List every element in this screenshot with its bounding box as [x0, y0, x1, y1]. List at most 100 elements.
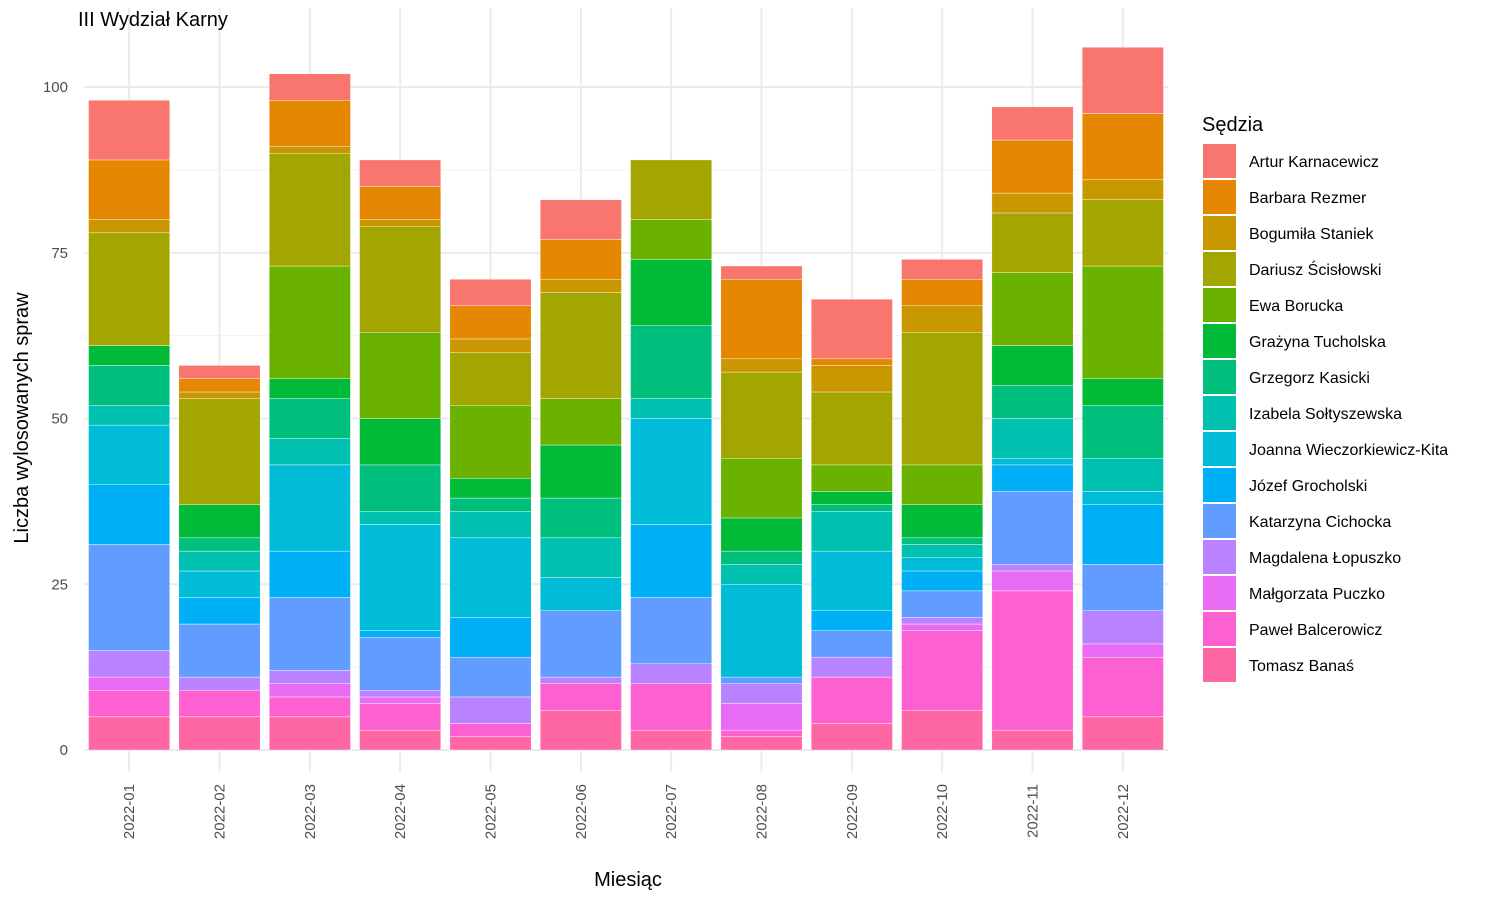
- y-tick-label: 50: [51, 411, 68, 428]
- legend-label-izabela-soltyszewska: Izabela Sołtyszewska: [1249, 406, 1402, 423]
- bar-segment-2022-07-tomasz-banas: [630, 729, 713, 751]
- x-tick-label: 2022-01: [121, 784, 138, 839]
- bar-segment-2022-03-grazyna-tucholska: [268, 378, 351, 399]
- legend: Sędzia Artur Karnacewicz Barbara Rezmer Bo…: [1202, 114, 1448, 682]
- bar-segment-2022-09-artur-karnacewicz: [810, 298, 893, 360]
- bar-segment-2022-06-bogumila-staniek: [539, 279, 622, 293]
- bar-segment-2022-03-malgorzata-puczko: [268, 683, 351, 698]
- bar-segment-2022-08-ewa-borucka: [720, 458, 803, 519]
- bar-segment-2022-11-grzegorz-kasicki: [991, 385, 1074, 419]
- bar-segment-2022-01-jozef-grocholski: [88, 484, 171, 545]
- y-tick-label: 100: [43, 79, 68, 96]
- bar-segment-2022-03-katarzyna-cichocka: [268, 597, 351, 671]
- bar-segment-2022-01-bogumila-staniek: [88, 219, 171, 234]
- legend-label-joanna-wieczorkiewicz-kita: Joanna Wieczorkiewicz-Kita: [1249, 442, 1448, 459]
- bar-segment-2022-05-ewa-borucka: [449, 405, 532, 479]
- bar-segment-2022-01-barbara-rezmer: [88, 159, 171, 220]
- bar-segment-2022-05-artur-karnacewicz: [449, 279, 532, 306]
- bar-segment-2022-12-grazyna-tucholska: [1081, 378, 1164, 406]
- bar-segment-2022-11-grazyna-tucholska: [991, 345, 1074, 386]
- bar-segment-2022-11-ewa-borucka: [991, 272, 1074, 346]
- legend-swatch-artur-karnacewicz: [1203, 144, 1236, 178]
- bar-segment-2022-11-izabela-soltyszewska: [991, 418, 1074, 459]
- bar-segment-2022-09-grazyna-tucholska: [810, 491, 893, 505]
- bar-segment-2022-03-bogumila-staniek: [268, 146, 351, 154]
- bar-segment-2022-08-artur-karnacewicz: [720, 265, 803, 280]
- legend-swatch-malgorzata-puczko: [1203, 576, 1236, 610]
- bar-segment-2022-04-dariusz-scislowski: [359, 226, 442, 333]
- bar-segment-2022-01-pawel-balcerowicz: [88, 690, 171, 718]
- bar-segment-2022-10-grazyna-tucholska: [901, 504, 984, 539]
- legend-label-pawel-balcerowicz: Paweł Balcerowicz: [1249, 622, 1382, 639]
- bar-segment-2022-02-artur-karnacewicz: [178, 365, 261, 379]
- x-tick-label: 2022-12: [1115, 784, 1132, 839]
- bar-segment-2022-03-tomasz-banas: [268, 716, 351, 751]
- bar-segment-2022-06-joanna-wieczorkiewicz-kita: [539, 577, 622, 611]
- bar-segment-2022-10-artur-karnacewicz: [901, 259, 984, 280]
- bar-segment-2022-12-bogumila-staniek: [1081, 179, 1164, 200]
- x-tick-label: 2022-09: [844, 784, 861, 839]
- legend-label-katarzyna-cichocka: Katarzyna Cichocka: [1249, 514, 1391, 531]
- bar-segment-2022-12-ewa-borucka: [1081, 265, 1164, 379]
- bar-segment-2022-03-dariusz-scislowski: [268, 153, 351, 267]
- bar-segment-2022-10-tomasz-banas: [901, 710, 984, 751]
- legend-label-jozef-grocholski: Józef Grocholski: [1249, 478, 1367, 495]
- bar-segment-2022-12-artur-karnacewicz: [1081, 47, 1164, 114]
- legend-swatch-tomasz-banas: [1203, 648, 1236, 682]
- bar-segment-2022-07-dariusz-scislowski: [630, 159, 713, 220]
- legend-label-bogumila-staniek: Bogumiła Staniek: [1249, 226, 1375, 243]
- bar-segment-2022-01-dariusz-scislowski: [88, 232, 171, 346]
- bar-segment-2022-10-magdalena-lopuszko: [901, 617, 984, 625]
- bar-segment-2022-06-artur-karnacewicz: [539, 199, 622, 240]
- bar-segment-2022-08-barbara-rezmer: [720, 279, 803, 360]
- x-axis-title: Miesiąc: [594, 869, 662, 891]
- bar-segment-2022-06-magdalena-lopuszko: [539, 676, 622, 684]
- legend-swatch-grzegorz-kasicki: [1203, 360, 1236, 394]
- bar-segment-2022-03-grzegorz-kasicki: [268, 398, 351, 439]
- bar-segment-2022-10-pawel-balcerowicz: [901, 630, 984, 711]
- bar-segment-2022-10-grzegorz-kasicki: [901, 537, 984, 545]
- x-tick-label: 2022-10: [934, 784, 951, 839]
- legend-label-grzegorz-kasicki: Grzegorz Kasicki: [1249, 370, 1370, 387]
- bar-segment-2022-09-pawel-balcerowicz: [810, 676, 893, 724]
- bar-segment-2022-10-barbara-rezmer: [901, 279, 984, 306]
- bar-segment-2022-03-magdalena-lopuszko: [268, 670, 351, 684]
- bar-segment-2022-09-magdalena-lopuszko: [810, 656, 893, 678]
- bar-segment-2022-08-bogumila-staniek: [720, 358, 803, 373]
- x-tick-label: 2022-05: [483, 784, 500, 839]
- bar-segment-2022-04-izabela-soltyszewska: [359, 511, 442, 525]
- y-tick-label: 25: [51, 576, 68, 593]
- bar-segment-2022-01-grzegorz-kasicki: [88, 365, 171, 406]
- legend-swatch-katarzyna-cichocka: [1203, 504, 1236, 538]
- bar-segment-2022-10-ewa-borucka: [901, 464, 984, 505]
- legend-swatch-magdalena-lopuszko: [1203, 540, 1236, 574]
- bar-segment-2022-12-barbara-rezmer: [1081, 113, 1164, 181]
- bar-segment-2022-12-tomasz-banas: [1081, 716, 1164, 751]
- bar-segment-2022-10-malgorzata-puczko: [901, 623, 984, 631]
- bar-segment-2022-08-malgorzata-puczko: [720, 703, 803, 731]
- bar-segment-2022-05-dariusz-scislowski: [449, 352, 532, 406]
- bar-segment-2022-08-grazyna-tucholska: [720, 517, 803, 552]
- bar-segment-2022-09-jozef-grocholski: [810, 610, 893, 631]
- bar-segment-2022-09-izabela-soltyszewska: [810, 511, 893, 552]
- bar-segment-2022-06-katarzyna-cichocka: [539, 610, 622, 678]
- y-axis-ticks: 0 25 50 75 100: [43, 79, 68, 759]
- bar-segment-2022-03-pawel-balcerowicz: [268, 696, 351, 718]
- legend-label-tomasz-banas: Tomasz Banaś: [1249, 658, 1354, 675]
- bar-segment-2022-03-joanna-wieczorkiewicz-kita: [268, 464, 351, 552]
- bar-segment-2022-07-katarzyna-cichocka: [630, 597, 713, 665]
- bar-segment-2022-01-grazyna-tucholska: [88, 345, 171, 366]
- y-tick-label: 0: [60, 742, 68, 759]
- legend-label-artur-karnacewicz: Artur Karnacewicz: [1249, 154, 1379, 171]
- bar-segment-2022-04-tomasz-banas: [359, 729, 442, 751]
- bar-segment-2022-10-dariusz-scislowski: [901, 332, 984, 466]
- bar-segment-2022-04-barbara-rezmer: [359, 186, 442, 220]
- bar-segment-2022-01-artur-karnacewicz: [88, 100, 171, 161]
- legend-swatch-joanna-wieczorkiewicz-kita: [1203, 432, 1236, 466]
- bar-segment-2022-03-artur-karnacewicz: [268, 73, 351, 101]
- x-tick-label: 2022-08: [754, 784, 771, 839]
- bar-segment-2022-08-tomasz-banas: [720, 736, 803, 751]
- bar-segment-2022-01-katarzyna-cichocka: [88, 544, 171, 651]
- bar-segment-2022-03-barbara-rezmer: [268, 100, 351, 147]
- bar-segment-2022-08-joanna-wieczorkiewicz-kita: [720, 584, 803, 678]
